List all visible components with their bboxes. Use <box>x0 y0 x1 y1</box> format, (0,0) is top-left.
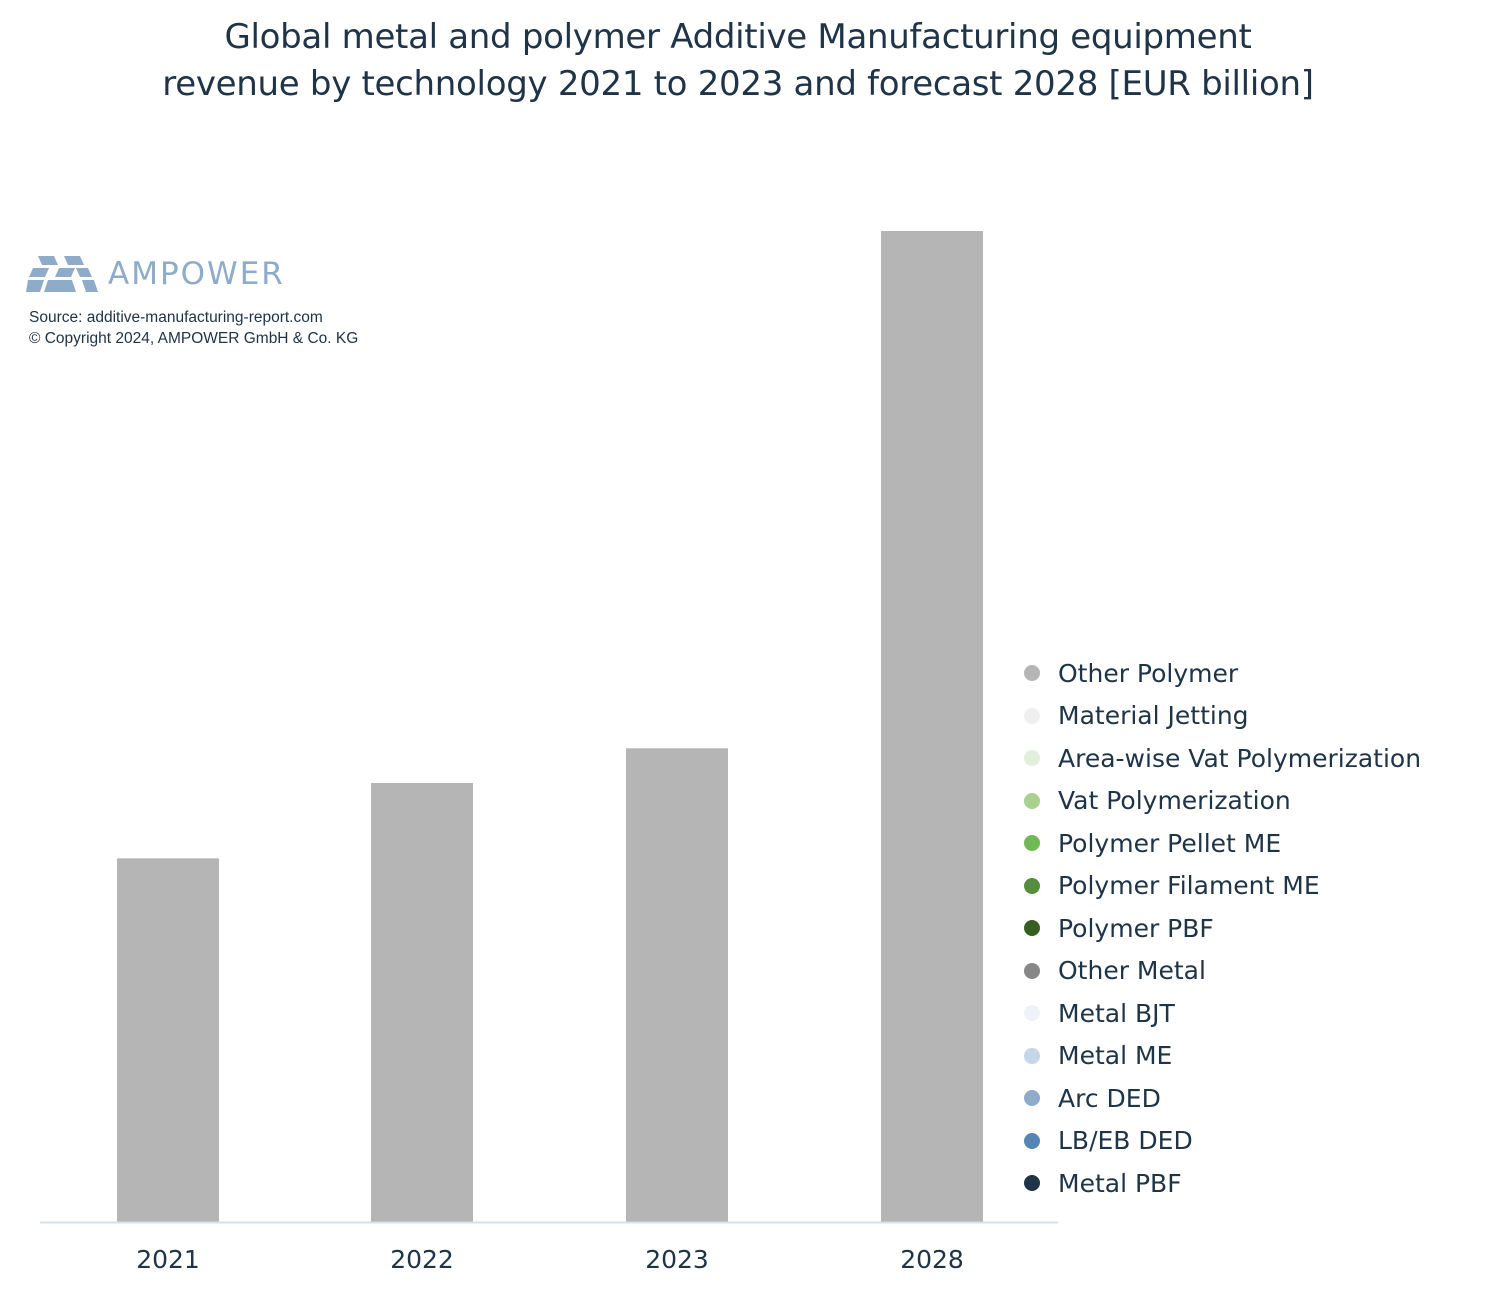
legend-label: Polymer PBF <box>1058 913 1214 943</box>
legend-dot-icon <box>1024 1175 1040 1192</box>
source-note: Source: additive-manufacturing-report.co… <box>29 307 358 349</box>
legend-label: Vat Polymerization <box>1058 786 1291 816</box>
legend-item: Polymer PBF <box>1024 907 1421 950</box>
legend-item: Other Metal <box>1024 950 1421 993</box>
logo-text: AMPOWER <box>108 256 285 292</box>
legend-label: Metal ME <box>1058 1041 1173 1071</box>
legend-dot-icon <box>1024 1005 1040 1022</box>
ampower-logo: AMPOWER <box>26 256 285 292</box>
legend-dot-icon <box>1024 1047 1040 1064</box>
legend-dot-icon <box>1024 707 1040 724</box>
legend: Other Polymer Material Jetting Area-wise V… <box>1024 652 1421 1205</box>
legend-label: Polymer Filament ME <box>1058 871 1320 901</box>
x-tick-label: 2028 <box>900 1245 964 1274</box>
legend-item: LB/EB DED <box>1024 1120 1421 1163</box>
legend-dot-icon <box>1024 750 1040 767</box>
legend-dot-icon <box>1024 877 1040 894</box>
legend-label: Material Jetting <box>1058 701 1249 731</box>
legend-item: Metal ME <box>1024 1035 1421 1078</box>
legend-dot-icon <box>1024 1132 1040 1149</box>
bar-2022 <box>371 782 473 1222</box>
legend-label: Polymer Pellet ME <box>1058 828 1282 858</box>
x-tick-label: 2021 <box>136 1245 200 1274</box>
legend-label: Metal BJT <box>1058 998 1175 1028</box>
copyright-text: © Copyright 2024, AMPOWER GmbH & Co. KG <box>29 330 359 347</box>
legend-dot-icon <box>1024 835 1040 852</box>
legend-label: Area-wise Vat Polymerization <box>1058 743 1422 773</box>
bar-2023 <box>626 748 728 1222</box>
legend-item: Area-wise Vat Polymerization <box>1024 737 1421 780</box>
source-text: Source: additive-manufacturing-report.co… <box>29 309 323 326</box>
legend-item: Arc DED <box>1024 1077 1421 1120</box>
title-line-1: Global metal and polymer Additive Manufa… <box>224 17 1252 57</box>
legend-item: Other Polymer <box>1024 652 1421 695</box>
title-line-2: revenue by technology 2021 to 2023 and f… <box>162 64 1314 104</box>
bar-2028 <box>881 231 983 1222</box>
legend-label: LB/EB DED <box>1058 1126 1193 1156</box>
bar-2021 <box>117 858 219 1222</box>
legend-label: Arc DED <box>1058 1083 1161 1113</box>
legend-label: Other Polymer <box>1058 658 1239 688</box>
legend-item: Metal PBF <box>1024 1162 1421 1205</box>
chart-title: Global metal and polymer Additive Manufa… <box>0 14 1476 108</box>
legend-label: Metal PBF <box>1058 1168 1182 1198</box>
legend-dot-icon <box>1024 792 1040 809</box>
legend-item: Polymer Filament ME <box>1024 865 1421 908</box>
legend-item: Polymer Pellet ME <box>1024 822 1421 865</box>
x-tick-label: 2022 <box>390 1245 454 1274</box>
legend-label: Other Metal <box>1058 956 1206 986</box>
legend-item: Vat Polymerization <box>1024 780 1421 823</box>
legend-item: Metal BJT <box>1024 992 1421 1035</box>
legend-dot-icon <box>1024 1090 1040 1107</box>
legend-dot-icon <box>1024 665 1040 682</box>
legend-dot-icon <box>1024 962 1040 979</box>
x-tick-label: 2023 <box>645 1245 709 1274</box>
legend-dot-icon <box>1024 920 1040 937</box>
logo-mark-icon <box>26 256 98 292</box>
legend-item: Material Jetting <box>1024 695 1421 738</box>
